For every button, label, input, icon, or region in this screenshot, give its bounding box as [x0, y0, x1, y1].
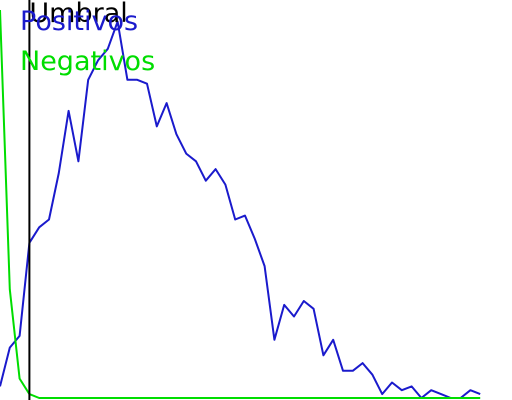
legend-positivos: Positivos	[20, 6, 138, 37]
legend-negativos: Negativos	[20, 46, 155, 77]
series-layer	[0, 9, 481, 399]
threshold-label: Umbral	[29, 0, 127, 29]
series-line-negativos	[0, 9, 481, 399]
series-line-positivos	[0, 20, 481, 399]
